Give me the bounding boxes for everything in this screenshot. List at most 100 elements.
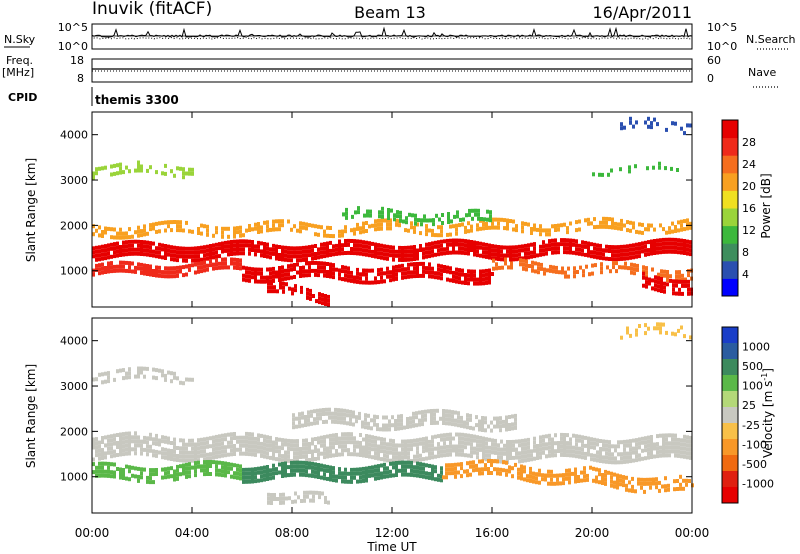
heatmap-cell: [176, 246, 179, 251]
heatmap-cell: [596, 255, 599, 260]
heatmap-cell: [425, 475, 428, 480]
heatmap-cell: [548, 449, 551, 454]
heatmap-cell: [560, 238, 563, 243]
heatmap-cell: [359, 251, 362, 256]
heatmap-cell: [380, 471, 383, 476]
heatmap-cell: [551, 437, 554, 442]
heatmap-cell: [497, 249, 500, 253]
heatmap-cell: [221, 241, 224, 246]
heatmap-cell: [401, 472, 404, 477]
freq-label: Freq.: [6, 54, 33, 67]
heatmap-cell: [107, 379, 110, 384]
heatmap-cell: [428, 443, 431, 448]
heatmap-cell: [312, 490, 315, 495]
heatmap-cell: [668, 230, 671, 235]
heatmap-cell: [362, 478, 365, 483]
heatmap-cell: [482, 226, 485, 231]
heatmap-cell: [251, 479, 254, 484]
heatmap-cell: [494, 217, 497, 222]
heatmap-cell: [155, 229, 158, 234]
heatmap-cell: [221, 265, 224, 270]
heatmap-cell: [197, 450, 200, 455]
heatmap-cell: [628, 480, 631, 485]
heatmap-cell: [615, 261, 618, 266]
heatmap-cell: [173, 266, 176, 271]
heatmap-cell: [167, 248, 170, 253]
heatmap-cell: [423, 214, 426, 219]
heatmap-cell: [666, 278, 669, 282]
heatmap-cell: [227, 252, 230, 257]
heatmap-cell: [270, 493, 273, 497]
heatmap-cell: [281, 257, 284, 262]
heatmap-cell: [350, 436, 353, 441]
heatmap-cell: [498, 265, 501, 270]
heatmap-cell: [614, 444, 617, 449]
heatmap-cell: [470, 248, 473, 252]
heatmap-cell: [305, 469, 308, 474]
heatmap-cell: [464, 251, 467, 256]
heatmap-cell: [596, 224, 599, 229]
heatmap-cell: [356, 471, 359, 476]
heatmap-cell: [650, 125, 653, 130]
heatmap-cell: [522, 258, 525, 263]
heatmap-cell: [451, 471, 454, 476]
heatmap-cell: [320, 250, 323, 255]
heatmap-cell: [137, 443, 140, 448]
heatmap-cell: [389, 473, 392, 478]
heatmap-cell: [387, 212, 390, 216]
heatmap-cell: [395, 264, 398, 269]
heatmap-cell: [671, 245, 674, 250]
heatmap-cell: [269, 447, 272, 452]
heatmap-cell: [161, 447, 164, 452]
heatmap-cell: [418, 422, 421, 427]
velocity-heatmap: [92, 322, 694, 505]
heatmap-cell: [440, 433, 443, 438]
heatmap-cell: [304, 423, 307, 427]
heatmap-cell: [257, 433, 260, 438]
heatmap-cell: [407, 472, 410, 477]
heatmap-cell: [374, 250, 377, 255]
heatmap-cell: [152, 453, 155, 458]
heatmap-cell: [404, 472, 407, 477]
heatmap-cell: [324, 302, 327, 306]
heatmap-cell: [221, 441, 224, 446]
heatmap-cell: [407, 451, 410, 456]
heatmap-cell: [173, 274, 176, 279]
heatmap-cell: [520, 472, 523, 477]
heatmap-cell: [188, 263, 191, 268]
heatmap-cell: [668, 449, 671, 454]
heatmap-cell: [113, 254, 116, 259]
heatmap-cell: [110, 470, 113, 475]
heatmap-cell: [425, 246, 428, 251]
heatmap-cell: [158, 221, 161, 226]
heatmap-cell: [242, 435, 245, 440]
heatmap-cell: [281, 277, 284, 282]
heatmap-cell: [461, 250, 464, 255]
heatmap-cell: [104, 230, 107, 235]
heatmap-cell: [599, 439, 602, 443]
heatmap-cell: [612, 261, 615, 266]
heatmap-cell: [332, 275, 335, 280]
heatmap-cell: [671, 121, 674, 126]
heatmap-cell: [98, 249, 101, 254]
heatmap-cell: [364, 421, 367, 426]
heatmap-cell: [359, 226, 362, 231]
heatmap-cell: [122, 235, 125, 240]
heatmap-cell: [557, 223, 560, 228]
heatmap-cell: [584, 443, 587, 448]
heatmap-cell: [346, 421, 349, 426]
heatmap-cell: [233, 436, 236, 440]
heatmap-cell: [526, 474, 529, 479]
nsearch-label: N.Search: [746, 33, 796, 46]
heatmap-cell: [137, 374, 140, 379]
heatmap-cell: [647, 248, 650, 253]
heatmap-cell: [407, 262, 410, 267]
heatmap-cell: [442, 409, 445, 413]
heatmap-cell: [457, 423, 460, 428]
heatmap-cell: [481, 420, 484, 424]
heatmap-cell: [479, 269, 482, 274]
heatmap-cell: [510, 265, 513, 270]
heatmap-cell: [448, 467, 451, 472]
heatmap-cell: [146, 444, 149, 449]
heatmap-cell: [407, 249, 410, 254]
